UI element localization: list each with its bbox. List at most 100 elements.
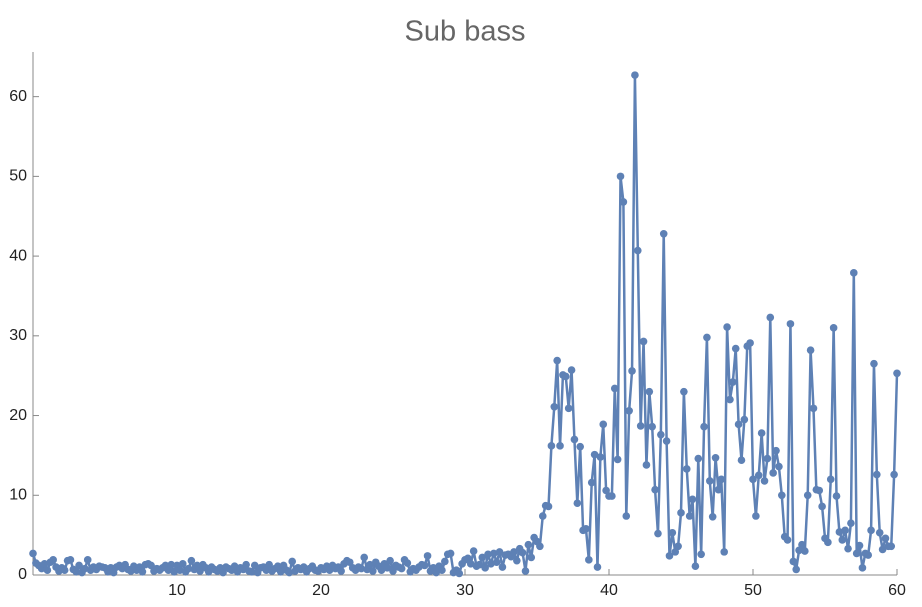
data-point — [628, 367, 636, 375]
data-point — [665, 552, 674, 560]
data-point — [570, 435, 579, 444]
data-point — [248, 568, 256, 576]
data-point — [187, 556, 196, 565]
data-point — [783, 536, 792, 544]
data-point — [288, 557, 297, 566]
data-point — [573, 499, 582, 508]
data-point — [685, 512, 694, 520]
x-tick-label: 10 — [168, 582, 186, 599]
data-point — [81, 564, 89, 573]
data-point — [242, 560, 250, 569]
data-point — [855, 541, 864, 550]
data-point — [858, 564, 867, 572]
data-point — [775, 462, 783, 471]
data-point — [878, 545, 887, 554]
data-point — [682, 465, 691, 473]
data-point — [556, 442, 564, 450]
data-point — [734, 420, 743, 429]
data-point — [610, 384, 619, 393]
x-tick-label: 60 — [888, 582, 906, 599]
data-point — [109, 568, 118, 577]
data-point — [403, 559, 412, 567]
data-point — [510, 548, 518, 556]
y-tick-label: 40 — [9, 247, 27, 264]
data-point — [487, 560, 495, 568]
data-point — [844, 544, 852, 553]
data-point — [481, 564, 489, 572]
data-point — [397, 564, 406, 573]
data-point — [625, 406, 633, 415]
data-point — [659, 229, 668, 238]
data-point — [43, 566, 52, 575]
data-point — [587, 478, 596, 487]
data-point — [178, 560, 187, 568]
data-point — [769, 469, 777, 477]
data-point — [138, 568, 147, 576]
data-point — [867, 526, 875, 535]
data-point — [29, 549, 37, 558]
data-point — [619, 198, 628, 206]
data-point — [346, 558, 354, 567]
data-point — [642, 461, 651, 469]
data-point — [357, 564, 366, 573]
data-line — [31, 73, 899, 575]
data-point — [870, 359, 878, 368]
y-tick-label: 30 — [9, 327, 27, 344]
data-point — [674, 542, 682, 551]
chart-title: Sub bass — [405, 16, 526, 48]
data-point — [677, 509, 685, 517]
data-point — [760, 477, 769, 485]
data-point — [490, 549, 498, 558]
data-point — [518, 548, 527, 557]
data-point — [446, 549, 455, 558]
data-point — [164, 566, 173, 575]
data-point — [841, 526, 849, 535]
data-point — [645, 387, 654, 396]
data-point — [740, 415, 749, 424]
data-point — [801, 547, 809, 555]
y-tick-label: 0 — [18, 566, 27, 583]
y-tick-label: 50 — [9, 168, 27, 185]
data-point — [536, 542, 544, 551]
data-point — [360, 553, 369, 562]
data-point — [723, 323, 731, 331]
data-point — [366, 560, 374, 569]
data-point — [651, 485, 659, 494]
data-point — [792, 565, 800, 574]
data-point — [680, 387, 688, 396]
data-point — [196, 567, 204, 575]
data-point — [829, 324, 838, 332]
data-point — [818, 502, 826, 511]
data-point — [167, 560, 176, 569]
data-point — [746, 339, 754, 347]
data-point — [757, 429, 766, 437]
data-point — [711, 454, 720, 462]
data-point — [513, 556, 521, 565]
data-point — [193, 561, 201, 570]
data-point — [749, 475, 757, 484]
data-point — [544, 502, 553, 511]
data-point — [835, 528, 844, 536]
data-point — [671, 548, 680, 556]
data-point — [538, 512, 547, 520]
data-point — [881, 534, 890, 543]
x-tick-label: 50 — [744, 582, 762, 599]
data-point — [636, 422, 645, 430]
data-point — [438, 566, 446, 575]
data-point — [720, 548, 728, 556]
data-point — [694, 454, 703, 463]
y-tick-label: 20 — [9, 407, 27, 424]
data-point — [219, 568, 227, 577]
data-point — [864, 551, 872, 559]
data-point — [469, 547, 478, 555]
data-point — [691, 562, 700, 571]
data-point — [230, 562, 239, 571]
data-point — [250, 561, 259, 570]
data-point — [766, 313, 775, 322]
data-point — [596, 453, 605, 461]
data-point — [613, 455, 622, 464]
data-point — [717, 475, 726, 484]
data-point — [688, 495, 697, 504]
